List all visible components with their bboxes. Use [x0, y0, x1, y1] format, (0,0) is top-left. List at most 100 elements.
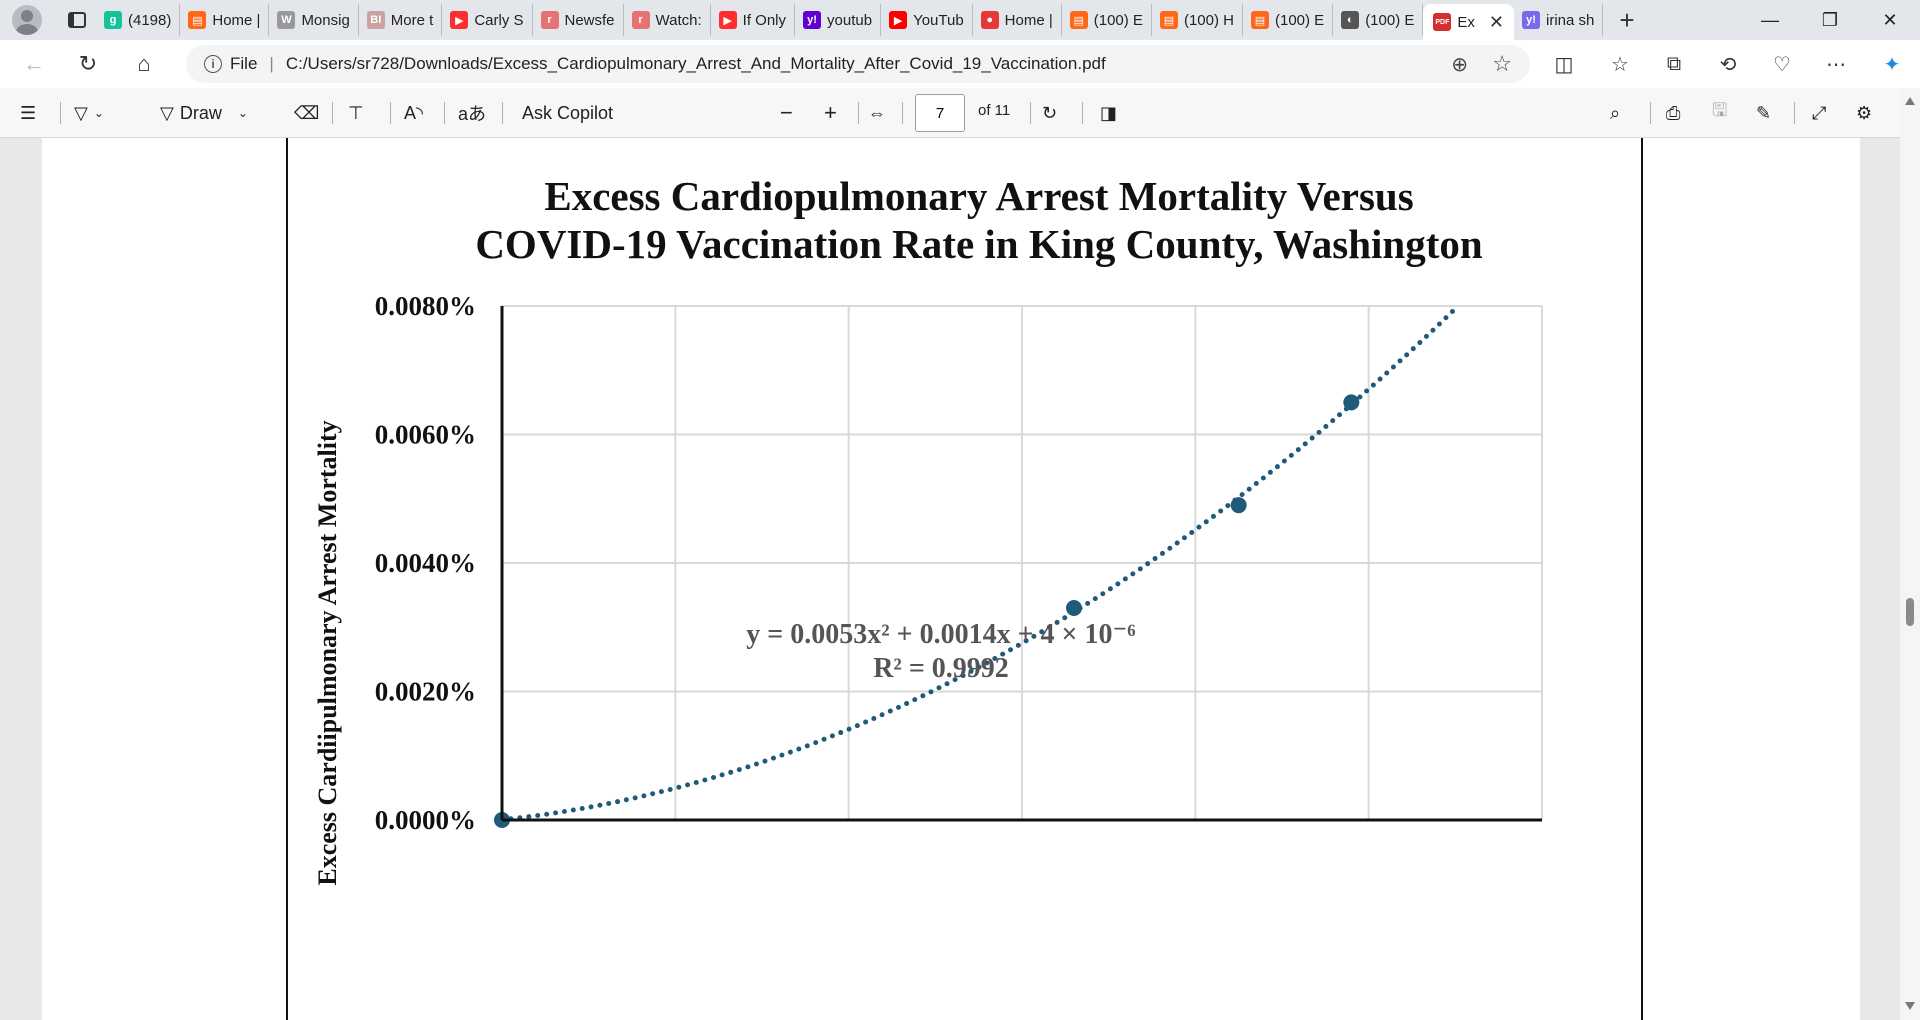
chart-y-tick-label: 0.0000% [375, 805, 476, 835]
browser-tab[interactable]: ▤ (100) E [1243, 4, 1334, 36]
chart-trendline-path [499, 306, 1458, 823]
browser-essentials-icon[interactable]: ♡ [1773, 53, 1791, 76]
favorite-star-icon[interactable]: ☆ [1492, 51, 1512, 76]
back-button[interactable]: ← [23, 51, 45, 76]
tab-label: (100) H [1183, 11, 1234, 29]
tab-label: YouTub [913, 11, 964, 29]
pdf-icon: PDF [1433, 13, 1452, 31]
chart-y-tick-label: 0.0060% [375, 420, 476, 450]
draw-button[interactable]: ▽ Draw ⌄ [160, 96, 248, 130]
browser-tab[interactable]: ▤ (100) E [1062, 4, 1152, 36]
chart-data-point [1230, 497, 1247, 514]
close-tab-icon[interactable]: ✕ [1488, 11, 1504, 32]
scroll-up-icon[interactable] [1905, 97, 1915, 105]
add-text-icon[interactable]: ⊤ [348, 102, 364, 123]
print-icon[interactable]: ⎙ [1666, 102, 1681, 123]
browser-tab[interactable]: ◐ (100) E [1333, 4, 1424, 36]
page-view-icon[interactable]: ◨ [1100, 102, 1118, 123]
address-separator: | [269, 54, 274, 73]
browser-tab[interactable]: ● Home | [973, 4, 1062, 36]
browser-tab[interactable]: r Watch: [624, 4, 711, 36]
rotate-icon[interactable]: ↻ [1042, 102, 1058, 123]
substack-icon: ▤ [1250, 11, 1269, 29]
scrollbar-thumb[interactable] [1906, 598, 1914, 626]
browser-tab[interactable]: g (4198) [96, 4, 181, 36]
browser-tab[interactable]: y! irina sh [1514, 4, 1604, 36]
favorites-icon[interactable]: ☆ [1611, 53, 1629, 76]
ask-copilot-button[interactable]: Ask Copilot [522, 96, 613, 130]
pdf-viewport[interactable] [0, 138, 1920, 1020]
browser-tab[interactable]: ▤ Home | [180, 4, 270, 36]
address-url[interactable]: C:/Users/sr728/Downloads/Excess_Cardiopu… [285, 54, 1106, 73]
zoom-out-button[interactable]: − [780, 100, 793, 125]
minimize-button[interactable]: — [1761, 9, 1779, 30]
toolbar-divider [902, 102, 903, 124]
find-icon[interactable]: ⌕ [1610, 102, 1621, 123]
browser-tab[interactable]: BI More t [359, 4, 443, 36]
tab-label: (100) E [1093, 11, 1143, 29]
pdf-settings-icon[interactable]: ⚙ [1856, 102, 1873, 123]
toolbar-divider [858, 102, 859, 124]
fullscreen-icon[interactable]: ⤢ [1812, 102, 1827, 123]
restore-button[interactable]: ❐ [1821, 9, 1839, 30]
fit-width-icon[interactable]: ⇔ [868, 102, 886, 123]
chart-y-ticks: 0.0000% 0.0020% 0.0040% 0.0060% 0.0080% [375, 291, 476, 835]
browser-tab[interactable]: ▤ (100) H [1152, 4, 1243, 36]
tab-actions-icon[interactable] [68, 12, 86, 28]
tab-label: Watch: [655, 11, 702, 29]
eraser-icon[interactable]: ⌫ [294, 102, 320, 123]
site-info-icon[interactable]: i [204, 55, 222, 73]
browser-tab[interactable]: y! youtub [795, 4, 882, 36]
highlight-icon[interactable]: ▽ ⌄ [74, 102, 104, 123]
youtube-icon: ▶ [889, 11, 908, 29]
translate-icon[interactable]: aあ [458, 104, 487, 124]
tab-label: Home | [1004, 11, 1053, 29]
tab-strip: g (4198) ▤ Home | W Monsig BI More t ▶ Carly S r Ne… [0, 0, 1920, 40]
substack-icon: ▤ [1069, 11, 1088, 29]
chart-title-line2: COVID-19 Vaccination Rate in King County… [475, 221, 1483, 267]
read-aloud-icon[interactable]: A◝ [404, 102, 423, 123]
tab-label: If Only [742, 11, 787, 29]
toolbar-divider [502, 102, 503, 124]
save-as-icon[interactable]: ✎ [1756, 102, 1772, 123]
bi-icon: BI [366, 11, 385, 29]
toolbar-divider [390, 102, 391, 124]
split-screen-icon[interactable]: ◫ [1554, 53, 1574, 76]
tab-label: (100) E [1365, 11, 1415, 29]
more-menu-icon[interactable]: ⋯ [1826, 53, 1846, 76]
chart-y-axis-label: Excess Cardiipulmonary Arrest Mortality [313, 420, 342, 885]
browser-tab[interactable]: PDF Ex ✕ [1423, 4, 1514, 40]
history-icon[interactable]: ⟲ [1719, 53, 1737, 76]
toolbar-divider [1030, 102, 1031, 124]
tab-list: g (4198) ▤ Home | W Monsig BI More t ▶ Carly S r Ne… [96, 0, 1604, 40]
browser-tab[interactable]: ▶ YouTub [881, 4, 973, 36]
new-tab-button[interactable]: + [1619, 4, 1635, 35]
address-bar[interactable]: i File | C:/Users/sr728/Downloads/Excess… [186, 45, 1530, 83]
copilot-icon[interactable]: ✦ [1883, 53, 1901, 76]
browser-tab[interactable]: W Monsig [269, 4, 359, 36]
page-number-input[interactable]: 7 [915, 94, 965, 132]
refresh-button[interactable]: ↻ [78, 51, 98, 76]
browser-tab[interactable]: ▶ Carly S [442, 4, 533, 36]
pdf-toolbar: ☰ ▽ ⌄ ▽ Draw ⌄ ⌫ ⊤ A◝ aあ Ask Copilot − +… [0, 88, 1920, 138]
chart-trendline [499, 306, 1458, 823]
r-icon: r [540, 11, 559, 29]
vertical-scrollbar[interactable] [1900, 88, 1920, 1020]
zoom-icon[interactable]: ⊕ [1451, 53, 1468, 76]
browser-tab[interactable]: r Newsfe [533, 4, 624, 36]
zoom-in-button[interactable]: + [824, 100, 837, 125]
contents-icon[interactable]: ☰ [20, 102, 37, 123]
browser-tab[interactable]: ▶ If Only [711, 4, 796, 36]
tab-label: irina sh [1546, 11, 1595, 29]
collections-icon[interactable]: ⧉ [1666, 52, 1682, 75]
tab-label: youtub [827, 11, 873, 29]
save-icon[interactable]: 🖫 [1712, 100, 1728, 120]
home-button[interactable]: ⌂ [137, 51, 151, 76]
tab-label: Monsig [301, 11, 350, 29]
chart-data-point [1343, 394, 1360, 411]
scroll-down-icon[interactable] [1905, 1002, 1915, 1010]
close-window-button[interactable]: ✕ [1882, 9, 1898, 30]
profile-avatar-icon[interactable] [12, 5, 42, 35]
toolbar-divider [1082, 102, 1083, 124]
address-row: ← ↻ ⌂ i File | C:/Users/sr728/Downloads/… [0, 40, 1920, 88]
